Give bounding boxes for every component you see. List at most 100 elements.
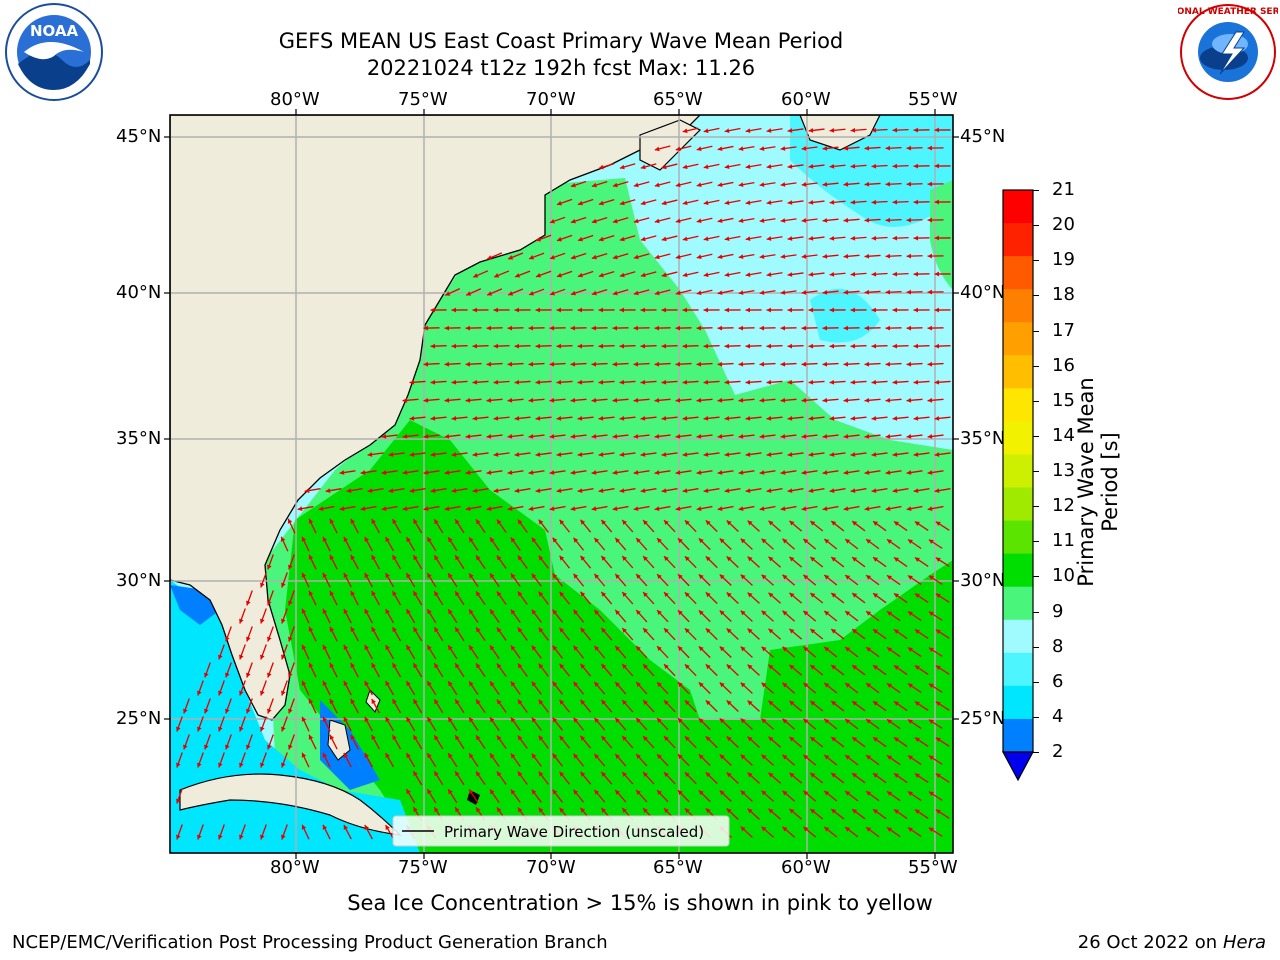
wave-arrow-head <box>934 163 939 169</box>
wave-arrow-head <box>934 271 939 277</box>
wave-arrow-head <box>887 647 892 652</box>
wave-arrow-head <box>684 772 690 778</box>
wave-arrow-head <box>288 672 293 678</box>
wave-arrow-head <box>675 397 681 403</box>
wave-arrow-head <box>927 289 932 295</box>
wave-arrow-head <box>239 690 244 696</box>
wave-arrow-head <box>427 573 432 579</box>
wave-arrow-head <box>661 200 667 206</box>
wave-arrow-head <box>873 665 879 670</box>
wave-arrow-head <box>197 690 202 696</box>
wave-arrow-head <box>677 538 683 544</box>
wave-arrow-head <box>768 664 774 670</box>
wave-arrow-head <box>810 772 816 778</box>
wave-arrow-head <box>873 809 879 814</box>
wave-arrow-head <box>486 361 492 367</box>
wave-arrow-head <box>350 662 355 668</box>
wave-arrow-head <box>829 199 835 205</box>
wave-arrow-head <box>260 726 265 732</box>
wave-arrow-head <box>281 834 286 840</box>
wave-arrow-head <box>682 379 688 385</box>
wave-arrow-head <box>717 254 723 260</box>
colorbar-tick <box>1033 330 1039 332</box>
wave-arrow-head <box>601 771 607 777</box>
wave-arrow-head <box>343 572 349 578</box>
wave-arrow-head <box>768 700 774 706</box>
wave-arrow-head <box>747 628 753 634</box>
wave-arrow-head <box>445 291 451 296</box>
wave-arrow-head <box>928 683 934 689</box>
lat-label-left: 35°N <box>116 428 162 449</box>
wave-arrow-head <box>726 736 732 742</box>
wave-arrow-head <box>724 307 729 313</box>
wave-arrow-head <box>486 434 492 439</box>
wave-arrow-head <box>640 452 646 457</box>
wave-arrow-head <box>304 488 310 493</box>
wave-arrow-head <box>866 683 872 688</box>
wave-arrow-head <box>787 488 793 493</box>
wave-arrow-head <box>288 600 293 606</box>
wave-arrow-head <box>430 307 435 313</box>
wave-arrow-head <box>934 307 939 313</box>
wave-arrow-head <box>591 290 597 296</box>
wave-arrow-head <box>556 452 562 457</box>
wave-arrow-head <box>550 254 555 260</box>
lat-label-right: 40°N <box>960 282 1006 303</box>
wave-arrow-head <box>552 609 558 615</box>
wave-arrow-head <box>514 488 520 493</box>
wave-arrow-head <box>892 343 898 349</box>
wave-arrow-head <box>552 789 558 795</box>
wave-arrow-head <box>570 506 576 512</box>
wave-arrow-head <box>239 834 244 840</box>
wave-arrow-head <box>866 611 872 616</box>
wave-arrow-head <box>451 379 457 385</box>
colorbar-segment <box>1003 454 1033 489</box>
footer-host: Hera <box>1222 932 1266 953</box>
wave-arrow-head <box>747 664 753 670</box>
wave-arrow-head <box>423 397 429 403</box>
wave-arrow-head <box>850 488 856 493</box>
wave-arrow-head <box>843 145 849 151</box>
wave-arrow-head <box>246 600 251 606</box>
wave-arrow-head <box>281 582 286 588</box>
wave-arrow-head <box>633 218 639 224</box>
wave-arrow-head <box>661 164 667 170</box>
wave-arrow-head <box>640 415 646 421</box>
wave-arrow-head <box>808 307 813 313</box>
wave-arrow-head <box>906 397 912 403</box>
wave-arrow-head <box>176 726 181 732</box>
wave-arrow-head <box>740 574 746 580</box>
wave-arrow-head <box>371 734 376 740</box>
wave-arrow-head <box>329 554 335 560</box>
wave-arrow-head <box>766 128 772 133</box>
wave-arrow-head <box>654 361 660 367</box>
wave-arrow-head <box>535 307 540 313</box>
wave-arrow-head <box>935 593 941 599</box>
wave-arrow-head <box>643 736 648 741</box>
wave-arrow-head <box>612 506 618 512</box>
wave-arrow-head <box>759 146 765 151</box>
wave-arrow-head <box>747 808 753 814</box>
wave-arrow-head <box>538 771 544 777</box>
wave-arrow-head <box>577 488 583 493</box>
wave-arrow-head <box>803 682 809 688</box>
nws-logo-text: NATIONAL WEATHER SERVICE <box>1178 7 1278 17</box>
wave-arrow-head <box>183 744 188 750</box>
colorbar-segment <box>1003 355 1033 389</box>
wave-arrow-head <box>934 235 939 241</box>
wave-arrow-head <box>612 397 618 403</box>
wave-arrow-head <box>907 611 913 616</box>
wave-arrow-head <box>677 646 683 652</box>
wave-arrow-head <box>664 736 669 742</box>
wave-arrow-head <box>787 272 793 277</box>
wave-arrow-head <box>643 520 648 525</box>
wave-arrow-head <box>850 163 856 169</box>
wave-arrow-head <box>615 537 620 543</box>
wave-arrow-head <box>831 557 837 562</box>
wave-arrow-head <box>325 488 331 493</box>
wave-arrow-head <box>472 415 478 421</box>
wave-arrow-head <box>381 434 387 439</box>
wave-arrow-head <box>850 235 856 241</box>
wave-arrow-head <box>864 506 870 512</box>
wave-arrow-head <box>204 708 209 714</box>
